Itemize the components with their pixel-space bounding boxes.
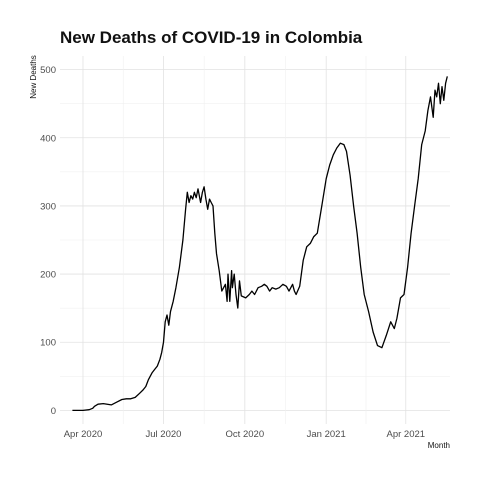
x-axis-title: Month xyxy=(428,441,450,450)
x-axis-ticks: Apr 2020 Jul 2020 Oct 2020 Jan 2021 Apr 2021 xyxy=(64,429,425,440)
y-tick-label: 100 xyxy=(40,338,56,349)
y-tick-label: 500 xyxy=(40,65,56,76)
y-tick-label: 400 xyxy=(40,133,56,144)
x-tick-label: Jul 2020 xyxy=(146,429,182,440)
x-tick-label: Jan 2021 xyxy=(307,429,346,440)
x-tick-label: Oct 2020 xyxy=(226,429,265,440)
y-tick-label: 0 xyxy=(51,406,56,417)
y-tick-label: 200 xyxy=(40,270,56,281)
y-tick-label: 300 xyxy=(40,201,56,212)
chart-title: New Deaths of COVID-19 in Colombia xyxy=(60,28,363,47)
y-axis-ticks: 0 100 200 300 400 500 xyxy=(40,65,56,417)
y-axis-title: New Deaths xyxy=(29,55,38,99)
grid xyxy=(60,56,450,424)
x-tick-label: Apr 2020 xyxy=(64,429,103,440)
series-line xyxy=(72,76,448,412)
x-tick-label: Apr 2021 xyxy=(387,429,426,440)
